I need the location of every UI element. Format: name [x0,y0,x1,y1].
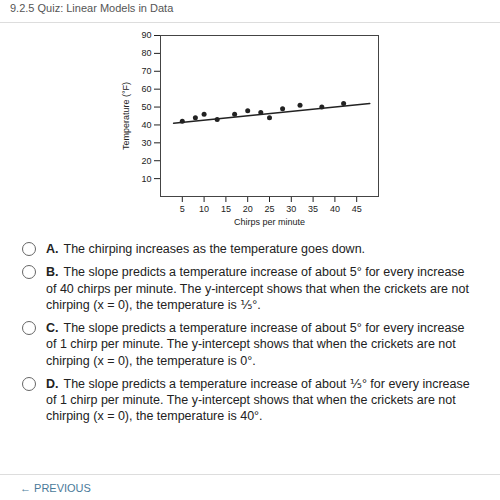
svg-text:10: 10 [141,173,151,183]
html-text:9.2.5 Quiz: Linear Models in D: 9.2.5 Quiz: Linear Models in Data [10,2,174,14]
svg-text:Temperature (°F): Temperature (°F) [121,82,131,150]
svg-text:40: 40 [330,204,340,214]
svg-text:30: 30 [286,204,296,214]
svg-text:30: 30 [141,138,151,148]
svg-text:60: 60 [141,84,151,94]
svg-text:5: 5 [180,204,185,214]
svg-text:20: 20 [243,204,253,214]
svg-text:20: 20 [141,156,151,166]
svg-text:25: 25 [264,204,274,214]
html-text:D. The slope predicts a temper: D. The slope predicts a temperature incr… [46,376,470,424]
svg-text:45: 45 [352,204,362,214]
html-text:C. The slope predicts a temper: C. The slope predicts a temperature incr… [46,321,465,368]
svg-text:80: 80 [141,48,151,58]
svg-text:70: 70 [141,66,151,76]
svg-text:35: 35 [308,204,318,214]
html-text:B. The slope predicts a temper: B. The slope predicts a temperature incr… [46,265,469,312]
svg-text:40: 40 [141,120,151,130]
svg-text:10: 10 [199,204,209,214]
svg-text:15: 15 [221,204,231,214]
svg-text:Chirps per minute: Chirps per minute [234,217,305,227]
svg-text:50: 50 [141,102,151,112]
html-text:← PREVIOUS: ← PREVIOUS [20,482,91,494]
html-text:A. The chirping increases as t: A. The chirping increases as the tempera… [46,242,366,256]
svg-text:90: 90 [141,30,151,40]
